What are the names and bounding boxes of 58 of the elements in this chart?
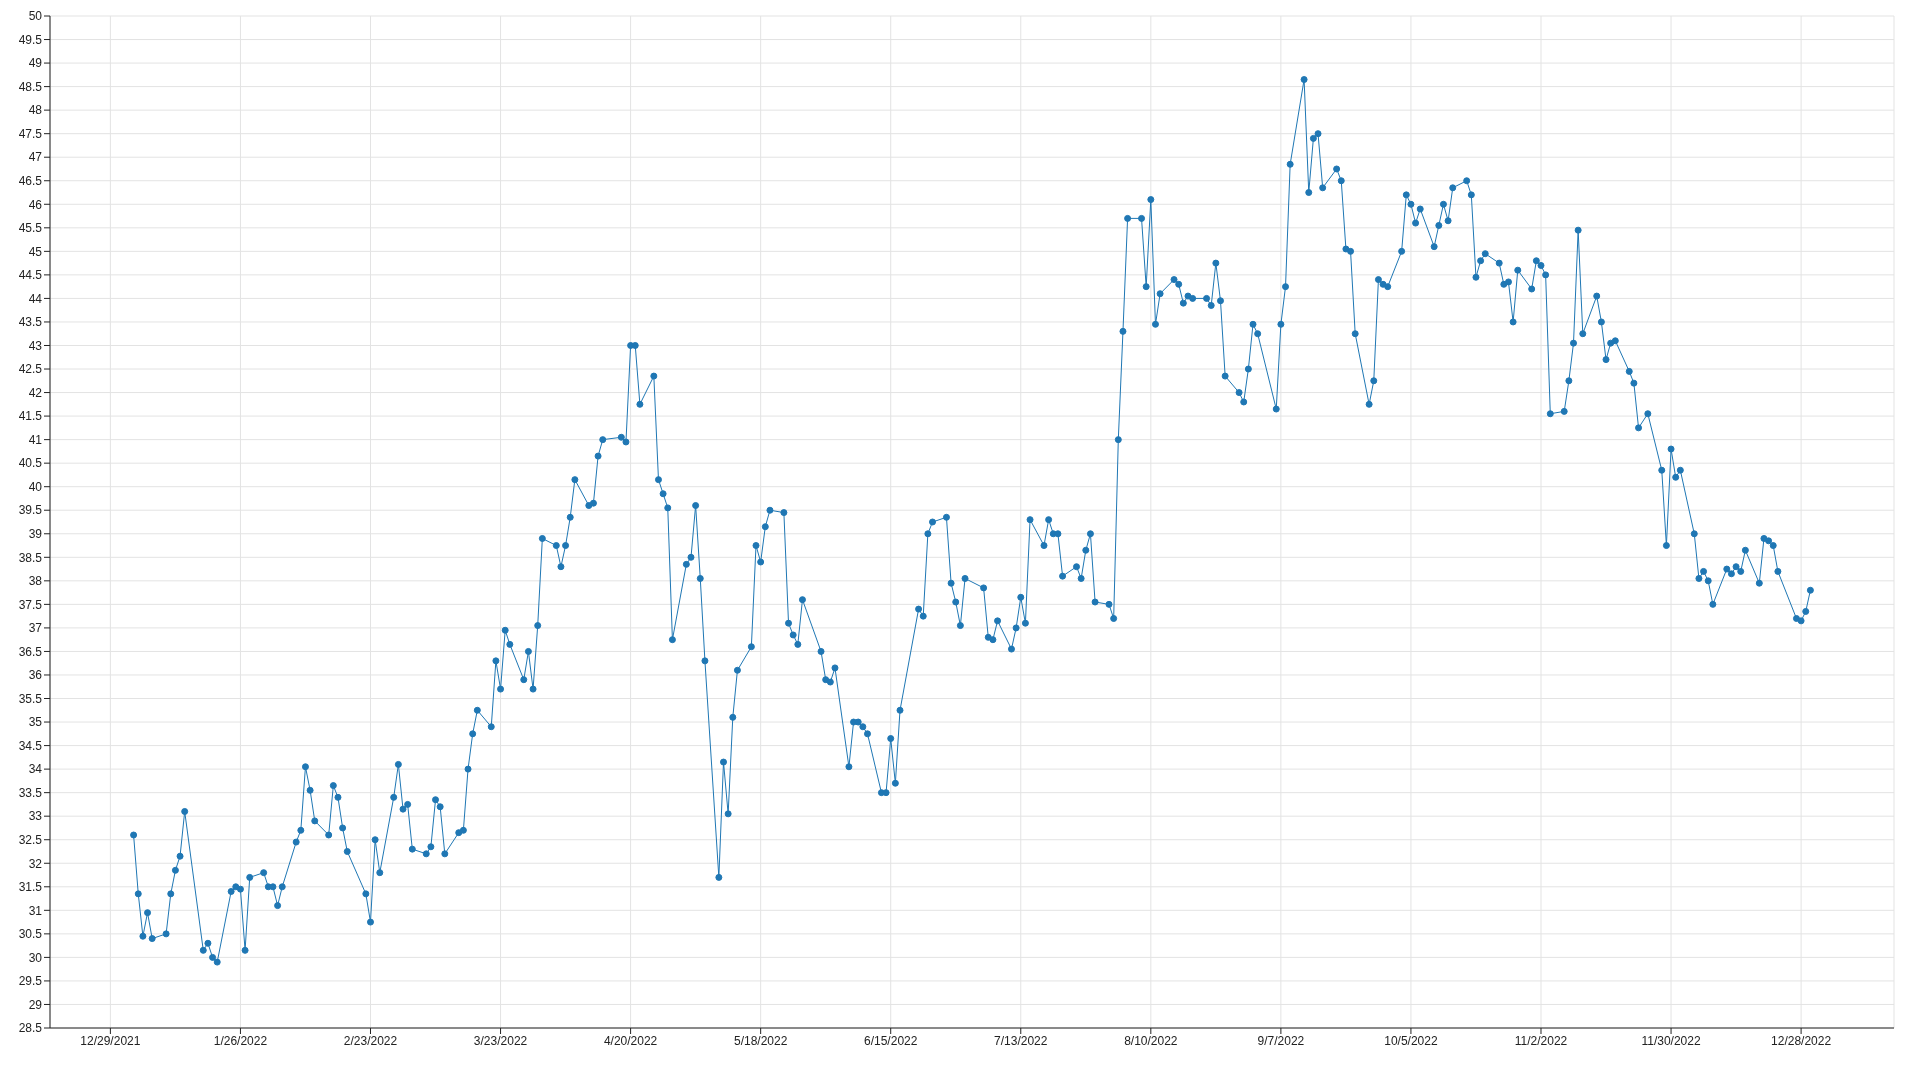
- x-tick-label: 9/7/2022: [1257, 1033, 1305, 1048]
- y-tick-label: 28.5: [18, 1021, 43, 1036]
- y-tick-label: 41.5: [18, 409, 43, 424]
- y-tick-label: 49: [28, 56, 43, 71]
- y-tick-label: 37: [28, 621, 43, 636]
- y-tick-label: 29: [28, 997, 43, 1012]
- y-tick-label: 48.5: [18, 79, 43, 94]
- y-tick-label: 36.5: [18, 644, 43, 659]
- x-tick-label: 3/23/2022: [473, 1033, 528, 1048]
- x-tick-label: 10/5/2022: [1384, 1033, 1438, 1048]
- y-tick-label: 39.5: [18, 503, 43, 518]
- y-tick-label: 30: [28, 950, 43, 965]
- x-tick-label: 12/29/2021: [80, 1033, 141, 1048]
- y-tick-label: 44: [28, 291, 43, 306]
- y-tick-label: 40: [28, 479, 43, 494]
- y-tick-label: 47: [28, 150, 43, 165]
- y-tick-label: 38: [28, 574, 43, 589]
- y-tick-label: 34.5: [18, 738, 43, 753]
- y-tick-label: 31: [28, 903, 43, 918]
- x-tick-label: 7/13/2022: [994, 1033, 1048, 1048]
- x-tick-label: 6/15/2022: [864, 1033, 918, 1048]
- y-tick-label: 39: [28, 527, 43, 542]
- y-tick-label: 32: [28, 856, 43, 871]
- y-tick-label: 29.5: [18, 974, 43, 989]
- y-tick-label: 46: [28, 197, 43, 212]
- x-tick-label: 4/20/2022: [603, 1033, 658, 1048]
- y-tick-label: 42.5: [18, 362, 43, 377]
- y-tick-label: 43: [28, 338, 43, 353]
- y-tick-label: 46.5: [18, 174, 43, 188]
- y-tick-label: 33: [28, 809, 43, 824]
- y-tick-label: 43.5: [18, 315, 43, 330]
- y-tick-label: 32.5: [18, 832, 43, 847]
- y-tick-label: 49.5: [18, 32, 43, 47]
- x-tick-label: 11/30/2022: [1641, 1033, 1701, 1048]
- y-tick-label: 30.5: [18, 927, 43, 942]
- y-tick-label: 37.5: [18, 597, 43, 612]
- y-tick-label: 47.5: [18, 126, 43, 141]
- x-tick-label: 5/18/2022: [733, 1033, 788, 1048]
- y-tick-label: 40.5: [18, 456, 43, 471]
- y-tick-label: 36: [28, 668, 43, 683]
- y-tick-label: 45.5: [18, 221, 43, 236]
- y-tick-label: 38.5: [18, 550, 43, 565]
- y-tick-label: 35: [28, 715, 43, 730]
- y-tick-label: 41: [28, 432, 43, 447]
- y-tick-label: 44.5: [18, 268, 43, 283]
- y-tick-label: 50: [28, 9, 43, 24]
- x-tick-label: 12/28/2022: [1771, 1033, 1832, 1048]
- y-tick-label: 34: [28, 762, 43, 777]
- x-tick-label: 1/26/2022: [213, 1033, 268, 1048]
- x-tick-label: 11/2/2022: [1514, 1033, 1568, 1048]
- x-tick-label: 2/23/2022: [343, 1033, 398, 1048]
- y-tick-label: 45: [28, 244, 43, 259]
- y-tick-label: 35.5: [18, 691, 43, 706]
- y-tick-label: 31.5: [18, 880, 43, 895]
- x-tick-label: 8/10/2022: [1124, 1033, 1178, 1048]
- y-tick-label: 42: [28, 385, 43, 400]
- y-tick-label: 33.5: [18, 785, 43, 800]
- y-tick-label: 48: [28, 103, 43, 118]
